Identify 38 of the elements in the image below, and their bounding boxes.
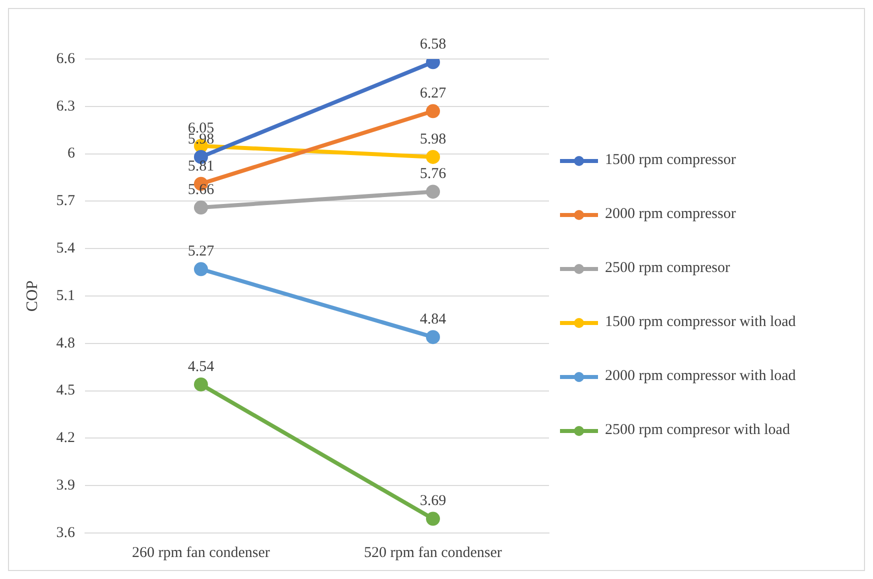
y-tick-label: 5.7 (56, 193, 76, 210)
point (426, 184, 440, 199)
data-label: 4.84 (420, 312, 447, 328)
y-tick-label: 6.3 (56, 98, 75, 114)
data-label: 6.27 (420, 86, 447, 102)
point (426, 330, 440, 344)
data-label: 4.54 (188, 358, 215, 375)
y-tick-label: 6 (67, 146, 76, 162)
data-label: 5.98 (420, 131, 446, 148)
data-label: 5.27 (188, 244, 215, 260)
x-tick-label: 520 rpm fan condenser (364, 544, 502, 561)
point (194, 200, 208, 215)
y-tick-label: 3.9 (56, 478, 75, 494)
point (426, 104, 440, 118)
y-tick-label: 4.5 (56, 382, 75, 399)
x-tick-label: 260 rpm fan condenser (132, 544, 270, 561)
legend-label: 2000 rpm compressor with load (605, 368, 797, 384)
y-tick-label: 4.2 (56, 430, 75, 446)
y-tick-label: 4.8 (56, 335, 75, 352)
data-label: 5.81 (188, 158, 214, 174)
data-label: 5.66 (188, 182, 215, 198)
data-label: 3.69 (420, 493, 446, 510)
legend-label: 1500 rpm compressor with load (605, 314, 797, 330)
legend-label: 1500 rpm compressor (605, 152, 737, 168)
data-label: 6.58 (420, 36, 446, 53)
y-tick-label: 3.6 (56, 524, 76, 541)
y-tick-label: 5.1 (56, 288, 75, 304)
point (194, 377, 208, 392)
y-tick-label: 6.6 (56, 50, 76, 67)
legend-label: 2500 rpm compresor with load (605, 422, 791, 438)
point (194, 262, 208, 276)
legend-label: 2000 rpm compressor (605, 206, 737, 222)
y-tick-label: 5.4 (56, 240, 76, 257)
point (426, 512, 440, 526)
data-label: 5.76 (420, 166, 447, 182)
point (426, 150, 440, 164)
legend-label: 2500 rpm compresor (605, 260, 731, 276)
y-axis-title: COP (24, 280, 41, 312)
